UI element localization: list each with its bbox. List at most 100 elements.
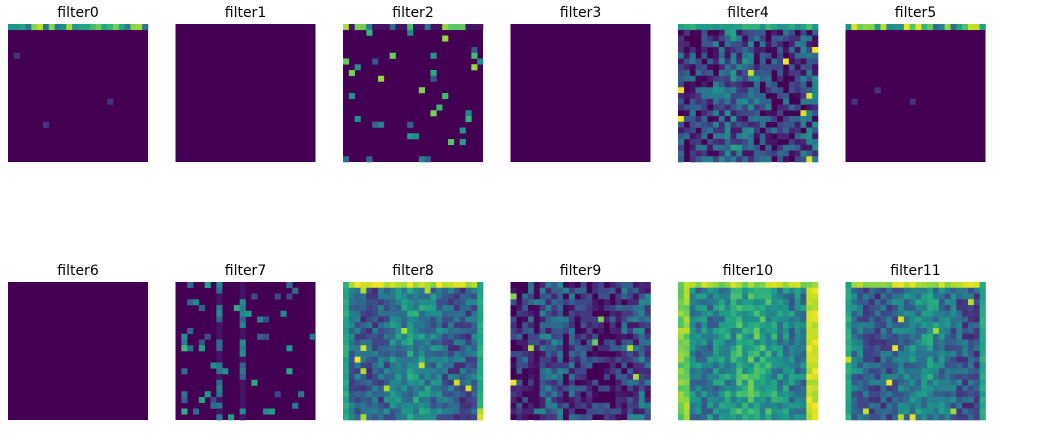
heatmap-cell [436, 316, 443, 323]
heatmap-cell [742, 345, 749, 352]
heatmap-cell [343, 293, 350, 300]
heatmap-cell [204, 282, 211, 289]
heatmap-cell [730, 316, 737, 323]
heatmap-cell [748, 362, 755, 369]
heatmap-cell [510, 391, 517, 398]
heatmap-cell [794, 150, 801, 157]
heatmap-cell [383, 282, 390, 289]
heatmap-cell [31, 24, 38, 31]
heatmap-cell [800, 87, 807, 94]
heatmap-cell [528, 328, 535, 335]
heatmap-cell [372, 351, 379, 358]
heatmap-cell [510, 402, 517, 409]
heatmap-cell [707, 64, 714, 71]
heatmap-cell [695, 156, 702, 163]
heatmap-cell [557, 374, 564, 381]
heatmap-cell [730, 104, 737, 111]
heatmap-cell [539, 339, 546, 346]
heatmap-cell [748, 104, 755, 111]
heatmap-cell [348, 310, 355, 317]
heatmap-cell [430, 414, 437, 421]
heatmap-cell [903, 385, 910, 392]
heatmap-cell [644, 287, 651, 294]
heatmap-cell [753, 356, 760, 363]
heatmap-cell [533, 379, 540, 386]
heatmap-cell [701, 379, 708, 386]
heatmap-cell [892, 402, 899, 409]
heatmap-cell [812, 41, 819, 48]
heatmap-cell [771, 402, 778, 409]
heatmap-cell [609, 310, 616, 317]
heatmap-cell [343, 351, 350, 358]
heatmap-cell [216, 408, 223, 415]
heatmap-cell [724, 139, 731, 146]
heatmap-cell [557, 356, 564, 363]
heatmap-cell [343, 391, 350, 398]
heatmap-cell [938, 333, 945, 340]
heatmap-cell [533, 310, 540, 317]
heatmap-cell [812, 287, 819, 294]
heatmap-cell [378, 282, 385, 289]
heatmap-cell [851, 379, 858, 386]
heatmap-cell [777, 356, 784, 363]
heatmap-cell [933, 305, 940, 312]
heatmap-cell [568, 402, 575, 409]
heatmap-cell [395, 316, 402, 323]
heatmap-cell [771, 316, 778, 323]
heatmap-cell [863, 282, 870, 289]
heatmap-cell [574, 305, 581, 312]
heatmap-cell [921, 362, 928, 369]
heatmap-cell [730, 402, 737, 409]
heatmap-cell [695, 374, 702, 381]
heatmap-cell [707, 379, 714, 386]
heatmap-cell [851, 287, 858, 294]
heatmap-cell [251, 293, 258, 300]
heatmap-cell [968, 310, 975, 317]
heatmap-cell [806, 93, 813, 100]
heatmap-cell [689, 93, 696, 100]
heatmap-cell [395, 287, 402, 294]
heatmap-cell [592, 356, 599, 363]
heatmap-cell [742, 104, 749, 111]
heatmap-cell [730, 156, 737, 163]
heatmap-cell [448, 310, 455, 317]
heatmap-cell [753, 339, 760, 346]
heatmap-cell [603, 299, 610, 306]
heatmap-cell [465, 299, 472, 306]
heatmap-cell [713, 24, 720, 31]
heatmap-cell [898, 385, 905, 392]
heatmap-cell [638, 282, 645, 289]
heatmap-cell [800, 339, 807, 346]
heatmap-cell [933, 299, 940, 306]
heatmap-cell [545, 397, 552, 404]
heatmap-cell [395, 385, 402, 392]
heatmap-cell [683, 368, 690, 375]
heatmap-cell [528, 368, 535, 375]
heatmap-cell [898, 362, 905, 369]
heatmap-cell [718, 293, 725, 300]
heatmap-cell [568, 293, 575, 300]
heatmap-cell [742, 121, 749, 128]
heatmap-cell [528, 345, 535, 352]
heatmap-cell [465, 385, 472, 392]
heatmap-cell [909, 379, 916, 386]
heatmap-cell [979, 322, 986, 329]
heatmap-cell [783, 379, 790, 386]
heatmap-cell [777, 24, 784, 31]
heatmap-cell [794, 64, 801, 71]
heatmap-cell [718, 408, 725, 415]
heatmap-cell [748, 121, 755, 128]
heatmap-cell [788, 397, 795, 404]
heatmap-cell [689, 287, 696, 294]
heatmap-cell [568, 379, 575, 386]
heatmap-cell [568, 282, 575, 289]
heatmap-cell [874, 402, 881, 409]
heatmap-cell [713, 316, 720, 323]
heatmap-cell [933, 328, 940, 335]
heatmap-cell [413, 339, 420, 346]
heatmap-cell [800, 64, 807, 71]
heatmap-cell [366, 29, 373, 36]
heatmap-cell [730, 385, 737, 392]
heatmap-cell [539, 333, 546, 340]
heatmap-cell [909, 310, 916, 317]
